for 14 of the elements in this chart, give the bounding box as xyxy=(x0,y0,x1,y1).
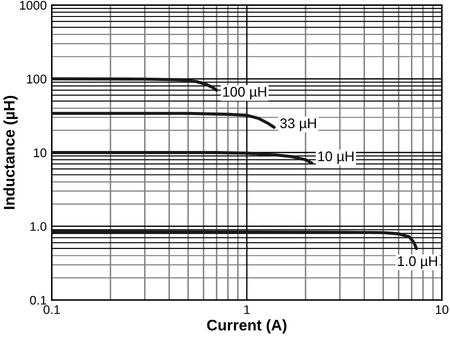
annotation: 100 µH xyxy=(223,86,266,100)
x-tick-label: 0.1 xyxy=(44,305,60,314)
y-tick-label: 1000 xyxy=(20,0,46,10)
y-axis-title: Inductance (µH) xyxy=(3,96,18,209)
annotation: 1.0 µH xyxy=(398,256,438,269)
annotation: 33 µH xyxy=(280,118,316,131)
y-tick-label: 1.0 xyxy=(30,222,46,231)
x-tick-label: 10 xyxy=(436,305,448,314)
y-tick-label: 0.1 xyxy=(30,296,46,305)
y-tick-label: 10 xyxy=(34,148,46,158)
x-tick-label: 1 xyxy=(244,305,250,314)
annotation: 10 µH xyxy=(318,151,354,164)
y-tick-label: 100 xyxy=(26,74,46,84)
x-axis-title: Current (A) xyxy=(207,319,286,334)
